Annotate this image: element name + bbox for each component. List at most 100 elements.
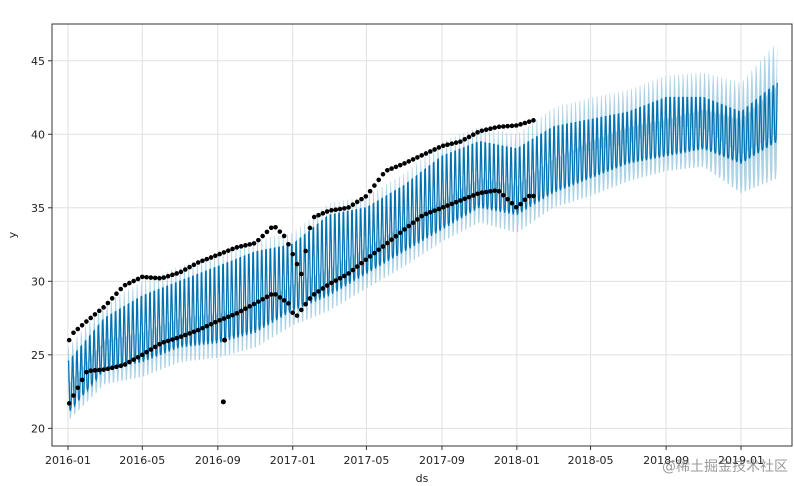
- observed-point-low: [200, 325, 205, 331]
- observed-point-low: [307, 296, 313, 301]
- observed-point-high: [333, 207, 339, 212]
- observed-point-low: [299, 307, 304, 313]
- observed-point-low: [92, 368, 98, 373]
- observed-point-low: [316, 289, 321, 294]
- observed-point-low: [234, 311, 240, 316]
- observed-point-high: [419, 153, 424, 158]
- observed-point-low: [376, 247, 382, 253]
- observed-point-high: [88, 315, 93, 321]
- observed-point-high: [243, 243, 248, 248]
- observed-point-high: [522, 120, 528, 126]
- observed-point-low: [144, 349, 149, 355]
- y-tick-label: 30: [31, 275, 45, 288]
- observed-point-low: [109, 365, 115, 371]
- observed-point-low: [122, 362, 128, 367]
- observed-point-high: [423, 151, 429, 156]
- observed-point-high: [432, 147, 437, 152]
- observed-point-low: [440, 205, 446, 210]
- y-tick-label: 20: [31, 422, 45, 435]
- observed-point-high: [299, 271, 304, 277]
- observed-point-high: [307, 225, 313, 231]
- y-tick-label: 35: [31, 202, 45, 215]
- observed-point-low: [406, 223, 412, 229]
- observed-point-high: [225, 248, 231, 253]
- observed-point-outlier: [220, 399, 226, 405]
- y-tick-label: 45: [31, 55, 45, 68]
- observed-point-high: [376, 177, 382, 183]
- observed-point-high: [157, 275, 162, 281]
- observed-point-high: [346, 205, 351, 210]
- observed-point-high: [66, 337, 72, 343]
- observed-point-high: [393, 164, 399, 170]
- observed-point-high: [84, 319, 89, 324]
- observed-point-low: [71, 393, 76, 398]
- observed-point-low: [466, 194, 472, 200]
- observed-point-low: [105, 366, 111, 372]
- observed-point-high: [200, 258, 205, 264]
- observed-point-low: [178, 334, 184, 340]
- x-tick-label: 2017-09: [419, 454, 465, 467]
- observed-point-low: [213, 319, 218, 325]
- observed-point-high: [492, 125, 498, 130]
- y-tick-label: 25: [31, 349, 45, 362]
- observed-point-high: [144, 274, 149, 280]
- observed-point-low: [397, 230, 403, 236]
- observed-point-high: [458, 139, 463, 144]
- observed-point-high: [440, 143, 446, 149]
- observed-point-low: [436, 206, 442, 212]
- observed-point-low: [260, 296, 265, 302]
- observed-point-high: [105, 300, 111, 306]
- observed-point-high: [518, 122, 523, 127]
- observed-point-high: [208, 255, 214, 260]
- y-tick-layer: 20 25 30 35 40 45: [31, 55, 52, 435]
- observed-point-high: [496, 124, 502, 130]
- observed-point-low: [286, 301, 291, 306]
- observed-point-low: [251, 301, 257, 307]
- forecast-line: [67, 82, 778, 411]
- observed-point-low: [324, 283, 330, 288]
- observed-point-high: [406, 159, 412, 164]
- observed-points-layer: [66, 118, 536, 406]
- observed-point-low: [238, 308, 244, 314]
- observed-point-high: [174, 271, 179, 276]
- observed-point-high: [449, 141, 455, 146]
- observed-point-low: [294, 313, 300, 318]
- observed-point-high: [501, 124, 506, 129]
- observed-point-low: [247, 304, 253, 309]
- observed-point-high: [152, 275, 158, 281]
- observed-point-high: [350, 202, 356, 207]
- observed-point-low: [393, 233, 399, 239]
- observed-point-low: [75, 385, 81, 391]
- observed-point-low: [509, 200, 515, 206]
- observed-point-low: [204, 323, 210, 329]
- x-tick-label: 2018-05: [568, 454, 614, 467]
- observed-point-outlier: [222, 337, 228, 343]
- observed-point-high: [256, 237, 261, 243]
- observed-point-high: [195, 260, 201, 265]
- observed-point-high: [161, 275, 167, 280]
- x-axis-label: ds: [416, 472, 429, 485]
- observed-point-high: [109, 296, 115, 301]
- observed-point-low: [475, 191, 480, 197]
- observed-point-low: [389, 237, 394, 242]
- observed-point-high: [410, 157, 416, 162]
- observed-point-high: [92, 312, 98, 317]
- y-tick-label: 40: [31, 128, 45, 141]
- observed-point-low: [165, 338, 171, 344]
- observed-point-high: [475, 130, 480, 135]
- observed-point-high: [427, 149, 433, 154]
- observed-point-low: [230, 312, 235, 318]
- observed-point-low: [195, 327, 201, 333]
- observed-point-high: [397, 162, 403, 168]
- observed-point-low: [427, 210, 433, 215]
- observed-point-low: [522, 197, 528, 203]
- observed-point-low: [350, 267, 356, 273]
- observed-point-low: [225, 314, 231, 320]
- x-tick-label: 2017-05: [343, 454, 389, 467]
- observed-point-high: [372, 183, 377, 188]
- observed-point-high: [505, 123, 510, 129]
- observed-point-low: [101, 367, 106, 372]
- observed-point-high: [114, 291, 119, 297]
- observed-point-high: [367, 188, 373, 194]
- x-tick-label: 2016-09: [195, 454, 241, 467]
